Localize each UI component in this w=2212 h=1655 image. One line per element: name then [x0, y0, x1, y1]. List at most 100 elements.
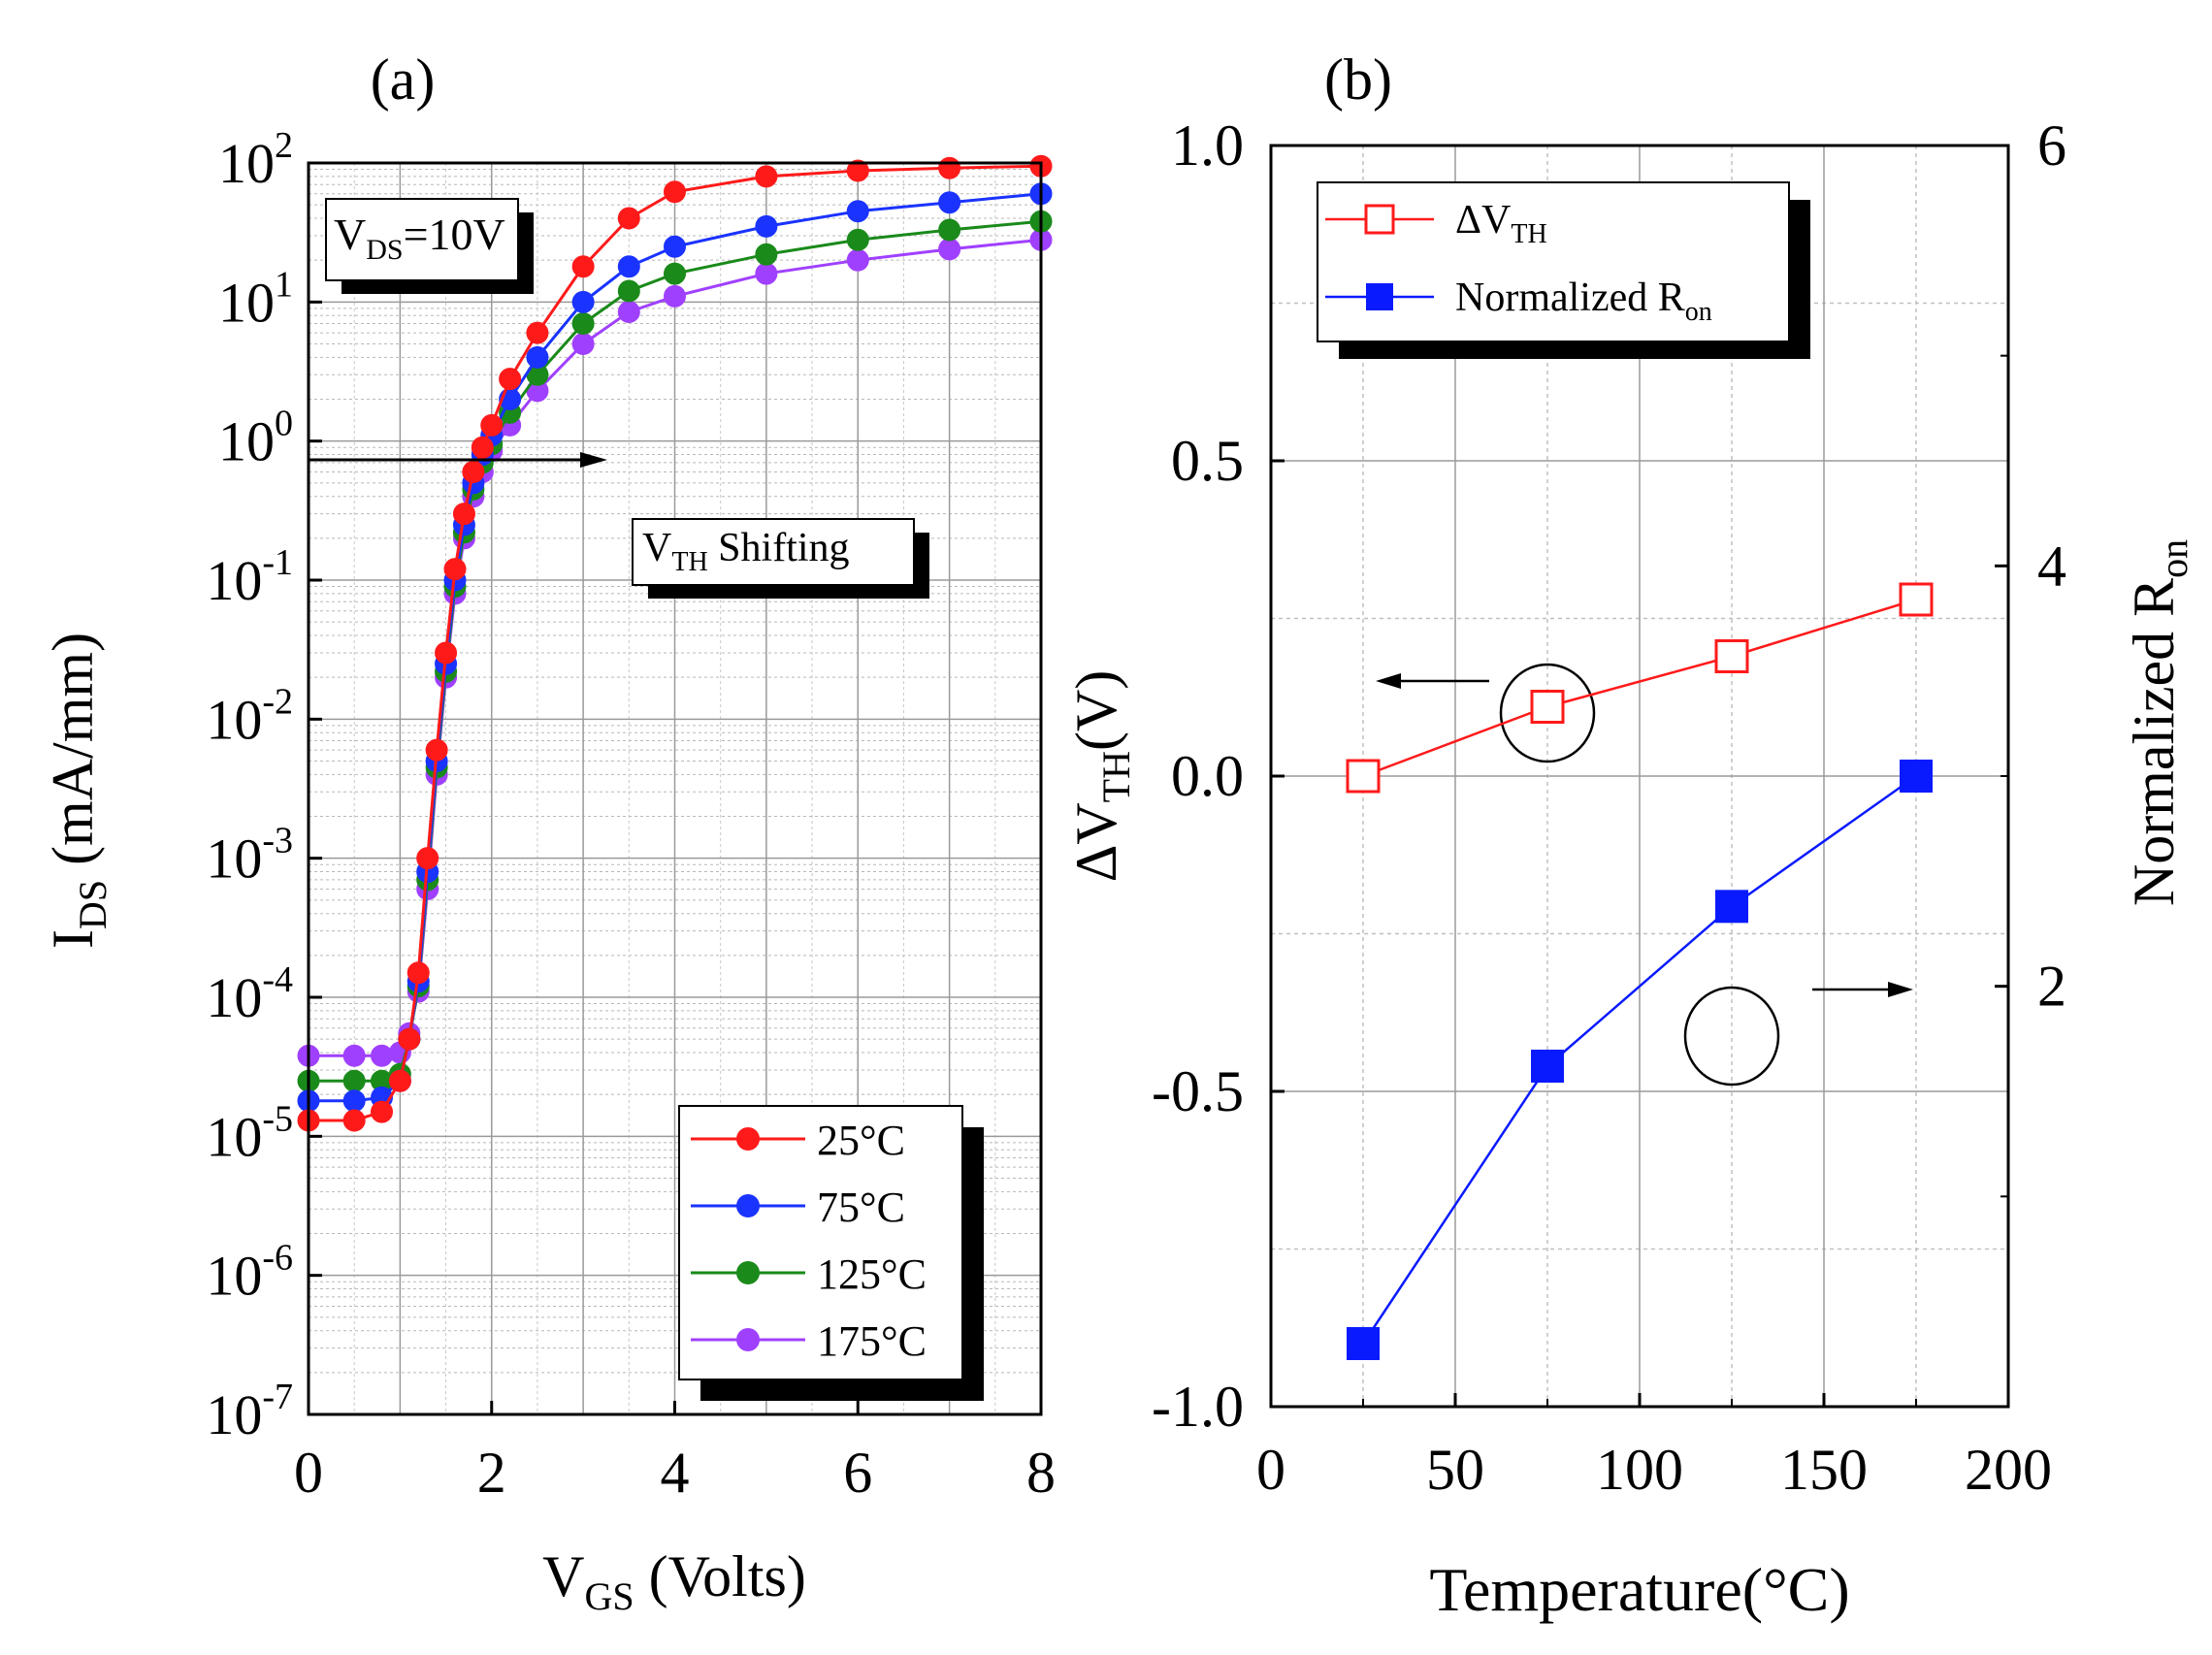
data-point	[416, 847, 439, 870]
data-point	[471, 436, 494, 459]
legend-item-125c: 125°C	[691, 1250, 927, 1298]
panel-b-plot-frame	[1269, 144, 2010, 1409]
panel-a-plot-frame	[307, 161, 1043, 1416]
panel-a-legend: 25°C 75°C 125°C 175°C	[678, 1105, 984, 1401]
x-tick-label: 4	[661, 1441, 690, 1505]
y-tick-label-left: -0.5	[1152, 1059, 1244, 1123]
y-tick-label: 10-3	[206, 821, 293, 891]
data-point	[526, 321, 549, 344]
y-tick-label-left: 1.0	[1171, 114, 1244, 178]
data-point	[938, 238, 961, 261]
x-tick-label: 150	[1780, 1438, 1868, 1502]
data-point	[1347, 1327, 1380, 1360]
y-tick-label-right: 6	[2037, 114, 2066, 178]
panel-b-annotation-marks	[1376, 663, 1913, 1087]
panel-b-legend: ΔVTH Normalized Ron	[1317, 181, 1810, 359]
svg-text:25°C: 25°C	[817, 1117, 905, 1164]
y-tick-label: 100	[218, 404, 293, 473]
data-point	[664, 262, 686, 285]
data-point	[407, 961, 430, 985]
y-tick-label: 10-6	[206, 1238, 293, 1308]
data-point	[617, 300, 640, 323]
legend-item-normalized-ron: Normalized Ron	[1325, 276, 1712, 327]
legend-item-25c: 25°C	[691, 1117, 905, 1164]
panel-b-x-axis-title: Temperature(°C)	[1429, 1555, 1849, 1624]
svg-text:VTH Shifting: VTH Shifting	[642, 526, 850, 577]
y-tick-label-left: -1.0	[1152, 1375, 1244, 1439]
series-line	[1361, 774, 1917, 1345]
svg-text:VDS=10V: VDS=10V	[334, 210, 505, 266]
data-point	[664, 284, 686, 308]
x-tick-label: 0	[1256, 1438, 1285, 1502]
y-tick-label: 10-2	[206, 681, 293, 751]
left-axis-arrow	[1376, 673, 1489, 689]
data-point	[755, 165, 778, 188]
data-point	[443, 558, 467, 581]
data-point	[617, 207, 640, 230]
data-point	[1715, 890, 1748, 924]
series-line	[1362, 598, 1917, 778]
svg-text:125°C: 125°C	[817, 1250, 927, 1298]
panel-a-y-axis-title: IDS (mA/mm)	[41, 633, 114, 949]
svg-text:Normalized Ron: Normalized Ron	[1455, 276, 1712, 327]
data-point	[342, 1109, 366, 1132]
data-point	[938, 191, 961, 214]
data-point	[755, 214, 778, 238]
ron-highlight-circle	[1683, 986, 1780, 1087]
data-point	[755, 262, 778, 285]
panel-b-right-axis-title: Normalized Ron	[2122, 539, 2196, 906]
data-point	[571, 255, 595, 278]
x-tick-label: 2	[477, 1441, 506, 1505]
legend-item-delta-vth: ΔVTH	[1325, 198, 1547, 249]
y-tick-label: 10-5	[206, 1098, 293, 1168]
y-tick-label: 101	[218, 264, 293, 334]
data-point	[664, 180, 686, 204]
panel-b-left-axis-title: ΔVTH(V)	[1064, 670, 1138, 883]
svg-text:ΔVTH: ΔVTH	[1455, 198, 1547, 249]
vth-shift-arrow	[309, 452, 607, 468]
panel-a-grid	[309, 162, 1041, 1415]
panel-b: (b) 0 50 100 150 200 1.0 0.5 0.0 -0.5 -1.0 6 4 2 ΔVT…	[1064, 48, 2196, 1624]
svg-text:ΔVTH(V): ΔVTH(V)	[1064, 670, 1138, 883]
y-tick-label: 10-7	[206, 1377, 293, 1446]
data-point	[398, 1027, 421, 1051]
vds-annotation: VDS=10V	[325, 198, 534, 294]
data-point	[425, 738, 448, 762]
x-tick-label: 200	[1965, 1438, 2052, 1502]
y-tick-label: 10-1	[206, 542, 293, 612]
legend-item-75c: 75°C	[691, 1184, 905, 1231]
data-point	[571, 290, 595, 313]
y-tick-label-left: 0.0	[1171, 744, 1244, 808]
y-tick-label-left: 0.5	[1171, 429, 1244, 493]
panel-a: (a) 102 101 100 10-1 10-2 10-3 10-4 10-5 10-6 10-…	[41, 48, 1056, 1618]
y-tick-label: 10-4	[206, 959, 293, 1029]
data-point	[371, 1100, 393, 1123]
svg-text:75°C: 75°C	[817, 1184, 905, 1231]
data-point	[388, 1069, 411, 1092]
data-point	[480, 413, 504, 437]
data-point	[846, 228, 869, 251]
y-tick-label: 102	[218, 125, 293, 195]
x-tick-label: 50	[1426, 1438, 1484, 1502]
dvth-highlight-circle	[1499, 663, 1596, 763]
panel-a-ticks: 102 101 100 10-1 10-2 10-3 10-4 10-5 10-6 10-70 2 4…	[206, 125, 1056, 1505]
data-point	[617, 255, 640, 278]
data-point	[571, 312, 595, 336]
data-point	[1531, 1050, 1564, 1083]
x-tick-label: 8	[1026, 1441, 1056, 1505]
data-point	[499, 368, 522, 391]
data-point	[664, 235, 686, 258]
y-tick-label-right: 2	[2037, 955, 2066, 1019]
vth-shifting-annotation: VTH Shifting	[632, 518, 929, 599]
x-tick-label: 100	[1596, 1438, 1683, 1502]
panel-b-ticks: 0 50 100 150 200 1.0 0.5 0.0 -0.5 -1.0 6 4 2	[1152, 114, 2066, 1502]
data-point	[1900, 760, 1933, 793]
data-point	[1530, 690, 1565, 724]
panel-a-x-axis-title: VGS (Volts)	[542, 1544, 806, 1618]
svg-text:Normalized Ron: Normalized Ron	[2122, 539, 2196, 906]
data-point	[342, 1044, 366, 1067]
x-tick-label: 6	[843, 1441, 872, 1505]
data-point	[938, 218, 961, 242]
data-point	[846, 248, 869, 272]
